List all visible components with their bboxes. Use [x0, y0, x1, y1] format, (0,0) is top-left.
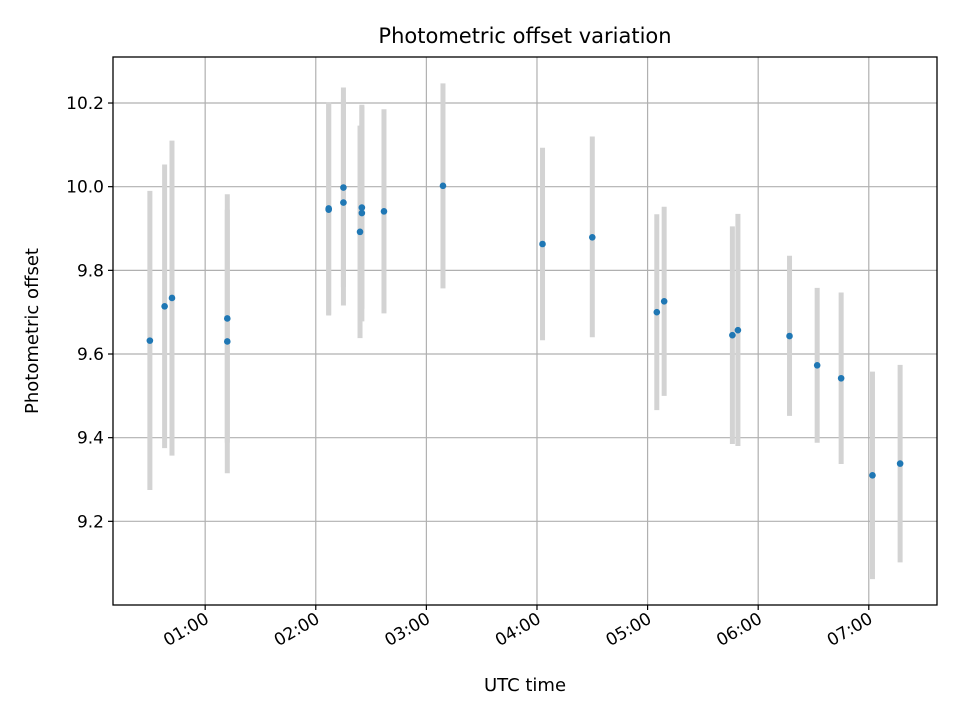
y-tick-label: 9.6 [77, 345, 104, 365]
point-layer [146, 182, 904, 479]
data-point [539, 240, 546, 248]
data-point [340, 199, 347, 206]
y-tick-label: 9.8 [77, 261, 104, 281]
data-point [896, 460, 904, 467]
data-point [340, 184, 347, 191]
data-point [358, 204, 366, 211]
y-tick-label: 10.0 [66, 178, 104, 198]
y-tick-label: 9.2 [77, 512, 104, 532]
y-axis-label: Photometric offset [22, 248, 43, 414]
data-point [439, 182, 447, 190]
data-point [729, 331, 736, 339]
data-point [325, 205, 332, 212]
chart-title: Photometric offset variation [378, 24, 671, 48]
data-point [837, 374, 845, 382]
data-point [813, 362, 821, 369]
data-point [223, 315, 231, 322]
x-axis-label: UTC time [484, 675, 566, 696]
grid-layer [113, 57, 937, 605]
data-point [168, 294, 176, 302]
data-point [146, 337, 154, 344]
data-point [161, 303, 168, 310]
data-point [380, 208, 388, 215]
plot-frame [112, 56, 938, 606]
y-tick-label: 10.2 [66, 94, 104, 114]
y-axis-ticks: 9.2 9.4 9.6 9.8 10.0 10.2 [66, 94, 113, 532]
data-point [358, 209, 366, 217]
y-tick-label: 9.4 [77, 429, 104, 449]
data-point [869, 472, 876, 479]
data-point [734, 326, 742, 334]
data-point [653, 308, 661, 316]
data-point [786, 332, 793, 340]
data-point [356, 228, 364, 236]
data-point [223, 338, 231, 345]
data-point [660, 297, 668, 305]
data-point [588, 233, 596, 241]
